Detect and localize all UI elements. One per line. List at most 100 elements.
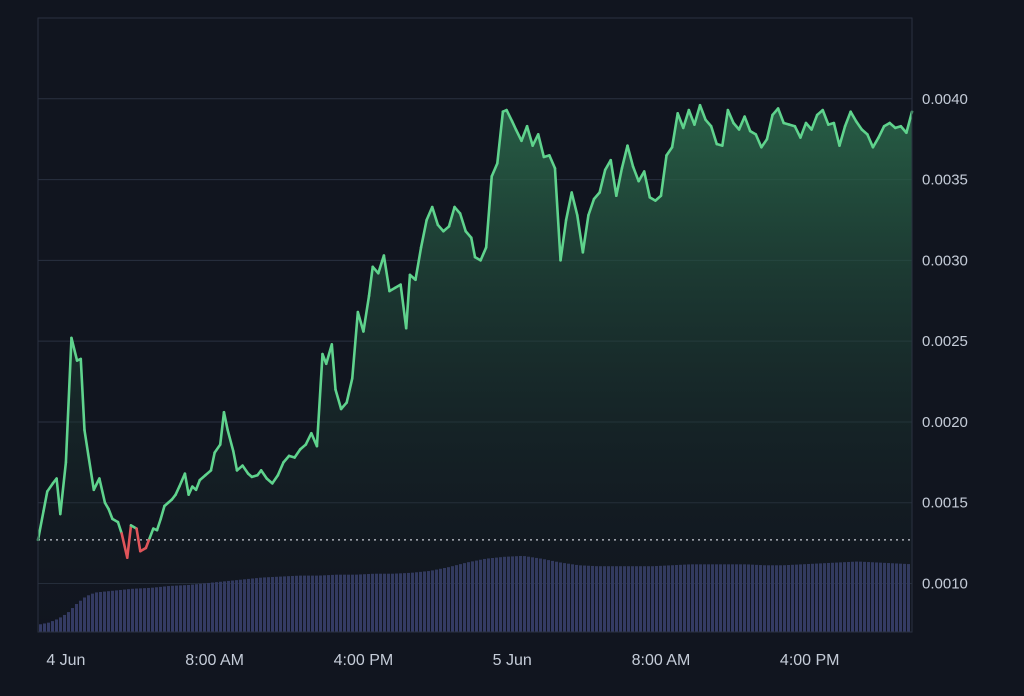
price-line-segment bbox=[525, 124, 534, 147]
price-line-segment bbox=[681, 108, 691, 130]
y-axis: 0.0010 0.0015 0.0020 0.0025 0.0030 0.0035 0.00… bbox=[922, 91, 968, 593]
price-line-segment bbox=[259, 469, 269, 480]
price-line-segment bbox=[414, 246, 423, 282]
price-line-segment bbox=[148, 527, 155, 540]
price-line-segment bbox=[510, 120, 518, 131]
price-line-segment bbox=[453, 205, 462, 215]
price-line-segment bbox=[42, 490, 49, 513]
y-tick-label: 0.0020 bbox=[922, 414, 968, 431]
price-line-segment bbox=[743, 115, 752, 133]
price-area bbox=[38, 105, 912, 633]
x-tick-label: 4 Jun bbox=[46, 652, 85, 669]
area-layer bbox=[38, 105, 912, 633]
price-line-segment bbox=[447, 205, 456, 228]
price-line-segment bbox=[564, 191, 573, 222]
price-line-segment bbox=[726, 108, 735, 125]
price-line-segment bbox=[687, 108, 696, 126]
y-tick-label: 0.0010 bbox=[922, 576, 968, 593]
price-line-segment bbox=[183, 472, 190, 496]
price-line-segment bbox=[553, 166, 562, 262]
x-tick-label: 8:00 AM bbox=[632, 652, 691, 669]
price-line-segment bbox=[520, 124, 529, 143]
price-line-segment bbox=[793, 124, 802, 139]
price-line-segment bbox=[231, 449, 239, 472]
price-line-segment bbox=[45, 482, 55, 493]
price-line-segment bbox=[626, 144, 635, 168]
price-line-segment bbox=[194, 478, 202, 492]
price-line-segment bbox=[490, 162, 499, 178]
price-line-segment bbox=[356, 310, 365, 333]
price-line-segment bbox=[854, 120, 864, 131]
price-line-segment bbox=[419, 218, 428, 249]
x-tick-label: 5 Jun bbox=[493, 652, 532, 669]
price-line-segment bbox=[36, 509, 45, 542]
price-line-segment bbox=[548, 154, 557, 170]
price-line-segment bbox=[70, 336, 79, 362]
price-line-segment bbox=[866, 133, 875, 149]
price-line-segment bbox=[849, 110, 858, 123]
price-line-segment bbox=[531, 133, 540, 147]
price-line-segment bbox=[174, 485, 181, 496]
plot-border bbox=[37, 17, 913, 633]
y-tick-label: 0.0030 bbox=[922, 252, 968, 269]
price-line-segment bbox=[843, 110, 852, 128]
price-line-segment bbox=[98, 477, 107, 505]
price-line-segment bbox=[83, 428, 90, 456]
price-line-segment bbox=[754, 133, 763, 149]
price-line-segment bbox=[125, 524, 133, 559]
price-line-segment bbox=[293, 448, 302, 459]
price-line-segment bbox=[570, 191, 579, 217]
price-line-segment bbox=[345, 377, 354, 404]
price-line-segment bbox=[665, 145, 674, 157]
price-line-segment bbox=[877, 124, 886, 139]
line-layer bbox=[36, 103, 914, 559]
price-line-segment bbox=[135, 527, 142, 553]
price-line-segment bbox=[721, 108, 730, 147]
price-line-segment bbox=[315, 352, 324, 448]
price-line-segment bbox=[620, 144, 629, 170]
price-line-segment bbox=[905, 110, 914, 135]
x-tick-label: 4:00 PM bbox=[780, 652, 840, 669]
price-line-segment bbox=[587, 197, 596, 217]
price-line-segment bbox=[698, 103, 707, 122]
price-line-segment bbox=[776, 107, 785, 125]
price-line-segment bbox=[559, 218, 568, 262]
y-tick-label: 0.0035 bbox=[922, 172, 968, 189]
x-tick-label: 8:00 AM bbox=[185, 652, 244, 669]
price-line-segment bbox=[404, 273, 412, 330]
price-line-segment bbox=[659, 154, 668, 198]
y-tick-label: 0.0015 bbox=[922, 495, 968, 512]
price-line-segment bbox=[276, 461, 285, 477]
price-line-segment bbox=[693, 103, 702, 126]
price-line-segment bbox=[330, 343, 337, 391]
price-line-segment bbox=[436, 223, 445, 233]
price-line-segment bbox=[155, 517, 163, 532]
price-line-segment bbox=[92, 477, 101, 492]
price-line-segment bbox=[505, 108, 514, 123]
price-line-segment bbox=[218, 410, 226, 446]
price-line-segment bbox=[144, 536, 151, 550]
price-line-segment bbox=[425, 205, 434, 222]
price-line-segment bbox=[871, 136, 880, 149]
y-tick-label: 0.0040 bbox=[922, 91, 968, 108]
price-line-segment bbox=[631, 165, 640, 183]
price-line-segment bbox=[187, 485, 194, 496]
price-line-segment bbox=[496, 110, 505, 165]
price-line-segment bbox=[670, 112, 679, 149]
price-line-segment bbox=[222, 410, 229, 432]
price-line-segment bbox=[213, 443, 222, 454]
x-tick-label: 4:00 PM bbox=[334, 652, 394, 669]
price-line-segment bbox=[209, 451, 216, 472]
price-line-segment bbox=[282, 454, 291, 464]
price-line-segment bbox=[377, 254, 386, 275]
price-line-segment bbox=[159, 504, 166, 521]
price-line-segment bbox=[107, 507, 114, 521]
y-tick-label: 0.0025 bbox=[922, 333, 968, 350]
price-line-segment bbox=[838, 124, 847, 147]
price-line-segment bbox=[484, 175, 494, 249]
price-line-segment bbox=[592, 191, 601, 201]
price-line-segment bbox=[737, 115, 746, 131]
price-line-segment bbox=[765, 113, 774, 141]
